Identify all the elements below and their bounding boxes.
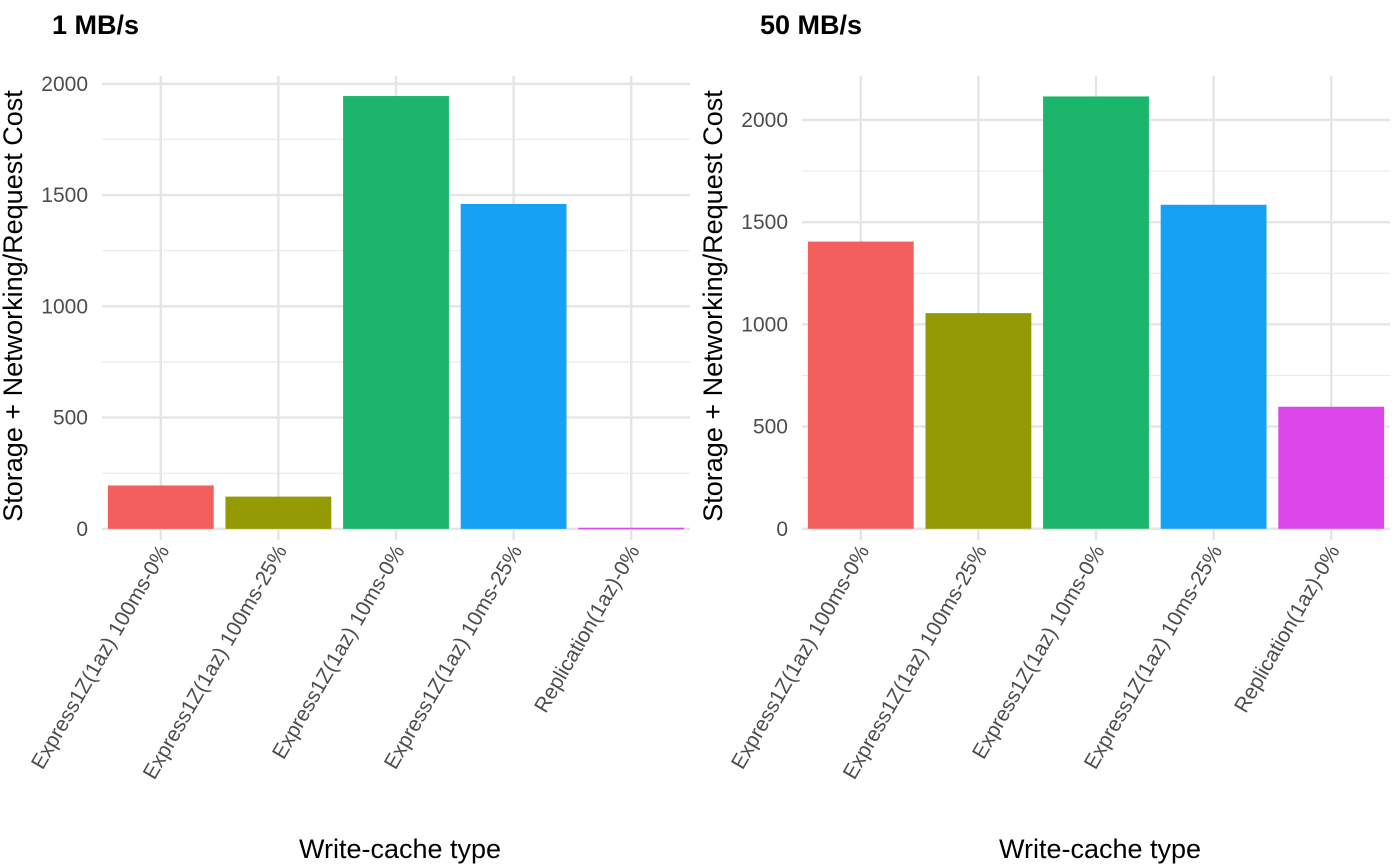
bar	[225, 496, 332, 529]
x-tick-label: Express1Z(1az) 100ms-25%	[139, 541, 292, 783]
x-tick-label: Express1Z(1az) 100ms-25%	[839, 541, 992, 783]
x-tick-label: Express1Z(1az) 10ms-0%	[968, 541, 1109, 763]
x-tick-label: Replication(1az)-0%	[530, 541, 644, 716]
x-axis-label: Write-cache type	[999, 834, 1201, 864]
bar	[460, 203, 567, 529]
y-tick-label: 1000	[741, 313, 788, 336]
x-tick-label: Express1Z(1az) 10ms-25%	[380, 541, 527, 773]
y-tick-label: 2000	[41, 73, 88, 96]
y-tick-label: 1500	[41, 184, 88, 207]
x-tick-label: Express1Z(1az) 100ms-0%	[27, 541, 174, 773]
y-tick-label: 0	[76, 518, 88, 541]
y-tick-label: 2000	[741, 109, 788, 132]
x-tick-label: Express1Z(1az) 10ms-25%	[1080, 541, 1227, 773]
y-tick-label: 0	[776, 518, 788, 541]
bar	[1160, 204, 1267, 529]
x-axis-label: Write-cache type	[299, 834, 501, 864]
y-tick-label: 500	[753, 416, 788, 439]
chart-title: 1 MB/s	[52, 10, 139, 40]
bar	[807, 241, 914, 529]
bar	[925, 313, 1032, 529]
x-tick-label: Express1Z(1az) 10ms-0%	[268, 541, 409, 763]
bar	[578, 527, 685, 530]
panel-1mbs: 1 MB/s Storage + Networking/Request Cost…	[0, 10, 690, 864]
y-tick-label: 1500	[741, 211, 788, 234]
x-tick-label: Replication(1az)-0%	[1230, 541, 1344, 716]
x-tick-label: Express1Z(1az) 100ms-0%	[727, 541, 874, 773]
bar	[107, 485, 214, 529]
bar	[343, 96, 449, 529]
bar	[1278, 406, 1385, 529]
y-tick-label: 1000	[41, 295, 88, 318]
chart-title: 50 MB/s	[760, 10, 862, 40]
y-axis-label: Storage + Networking/Request Cost	[698, 90, 728, 522]
bar	[1043, 96, 1149, 529]
y-tick-label: 500	[53, 407, 88, 430]
y-axis-label: Storage + Networking/Request Cost	[0, 90, 28, 522]
panel-50mbs: 50 MB/s Storage + Networking/Request Cos…	[698, 10, 1390, 864]
